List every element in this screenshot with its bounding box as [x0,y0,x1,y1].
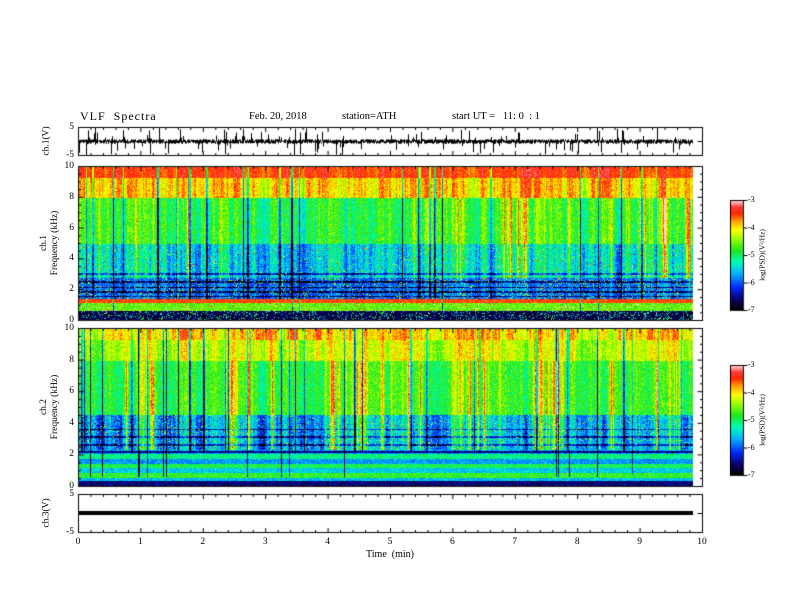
colorbar1-unit-label: log(PSD)(V²/Hz) [757,229,767,281]
x-tick-label: 0 [75,537,81,547]
spec2-y-tick-label: 0 [69,481,74,491]
colorbar2-tick-label: -7 [748,470,755,479]
colorbar1-tick-label: -5 [748,250,755,259]
date-label: Feb. 20, 2018 [249,111,307,122]
time-axis-label: Time (min) [366,549,414,560]
spec1-axis-label: ch.1 Frequency (kHz) [39,211,61,276]
ch1-spectrogram-canvas [79,167,702,320]
colorbar1-tick-label: -7 [748,305,755,314]
ch3-waveform-canvas [79,495,702,532]
spec1-axis-label-ch: ch.1 [39,234,49,252]
spec1-axis-label-freq: Frequency (kHz) [50,210,60,276]
colorbar2-tick-label: -3 [748,360,755,369]
spec2-y-tick-label: 4 [69,417,74,428]
colorbar1-canvas [730,200,743,310]
ch3v-y-tick-label: 5 [69,489,74,499]
x-tick-label: 7 [512,537,518,547]
spec1-y-tick-label: 2 [69,284,74,295]
x-tick-label: 1 [138,537,143,547]
colorbar1-tick-label: -4 [748,222,755,232]
colorbar2-canvas [730,365,743,475]
colorbar1-tick-label: -6 [748,277,755,287]
spec2-y-tick-label: 6 [69,386,74,397]
ch1-waveform-canvas [79,128,702,155]
colorbar1-tick-label: -3 [748,195,755,204]
x-tick-label: 4 [325,537,330,547]
x-tick-label: 6 [450,537,455,547]
colorbar2-tick-label: -4 [748,387,755,397]
x-tick-label: 5 [387,537,393,547]
ch1v-y-tick-label: -5 [66,150,74,160]
x-tick-label: 3 [262,537,268,547]
ch3v-y-tick-label: -5 [66,527,74,537]
station-label: station=ATH [342,111,397,122]
spec1-y-tick-label: 4 [69,253,74,264]
spec2-axis-label-freq: Frequency (kHz) [50,374,60,440]
ch3v-axis-label: ch.3(V) [41,498,52,528]
x-tick-label: 2 [200,537,206,547]
x-tick-label: 10 [697,537,707,547]
spec2-axis-label-ch: ch.2 [39,398,49,416]
spec2-axis-label: ch.2 Frequency (kHz) [39,375,61,440]
x-tick-label: 8 [574,537,580,547]
spec1-y-tick-label: 6 [69,222,74,233]
figure-title: VLF Spectra [80,109,157,123]
colorbar2-tick-label: -6 [748,442,755,452]
spec2-y-tick-label: 8 [69,354,74,365]
spec1-y-tick-label: 8 [69,191,74,202]
spec1-y-tick-label: 0 [69,315,74,325]
ch1v-y-tick-label: 5 [69,122,74,132]
spec1-y-tick-label: 10 [64,161,75,171]
x-tick-label: 9 [637,537,642,547]
colorbar2-tick-label: -5 [748,415,755,424]
spec2-y-tick-label: 2 [69,449,74,460]
ch2-spectrogram-canvas [79,329,702,486]
start-ut-label: start UT = 11: 0 : 1 [452,111,540,122]
spec2-y-tick-label: 10 [64,323,75,333]
colorbar2-unit-label: log(PSD)(V²/Hz) [757,394,767,446]
